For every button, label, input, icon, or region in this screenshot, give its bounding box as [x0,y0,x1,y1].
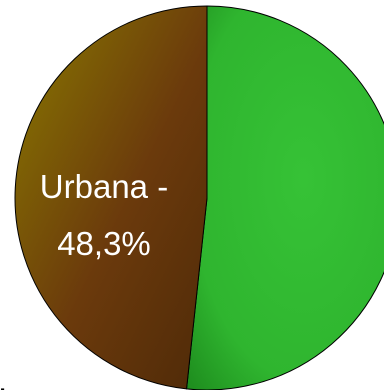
pie-labels: Urbana - 48,3% . [0,168,168,390]
partial-glyph: . [0,362,7,390]
slice-label-urbana-line1: Urbana - [40,168,168,205]
pie-slice-urbana [14,5,208,390]
slice-label-urbana-line2: 48,3% [57,225,151,262]
pie-slices [14,5,384,390]
pie-slice-rural [185,5,384,390]
